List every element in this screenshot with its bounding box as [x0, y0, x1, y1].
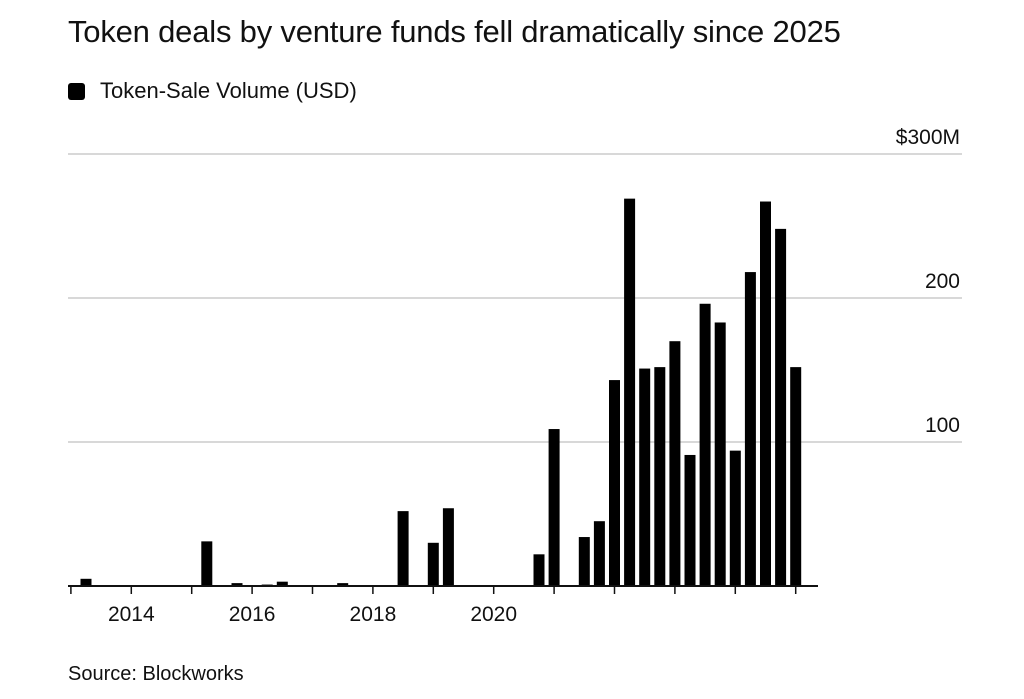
bar: [427, 542, 439, 586]
bar: [714, 322, 726, 586]
bar: [609, 380, 620, 586]
bar: [80, 578, 92, 586]
bar: [654, 367, 666, 586]
bar: [760, 201, 771, 586]
source-note: Source: Blockworks: [68, 663, 244, 685]
legend: Token-Sale Volume (USD): [68, 78, 357, 104]
y-tick-label: $300M: [896, 126, 960, 149]
gridlines: [68, 153, 962, 443]
bar: [533, 554, 545, 586]
y-tick-label: 200: [925, 270, 960, 293]
bar: [548, 429, 560, 586]
bar: [442, 508, 454, 586]
bar: [699, 303, 711, 586]
bar: [775, 228, 787, 586]
bar: [201, 541, 213, 586]
chart-title: Token deals by venture funds fell dramat…: [68, 14, 841, 49]
bar: [593, 521, 605, 586]
bar: [669, 341, 681, 586]
bars: [80, 198, 802, 586]
bar: [684, 454, 696, 586]
y-axis-labels: 100 200 $300M: [896, 126, 960, 437]
bar: [231, 583, 243, 586]
bar: [639, 368, 651, 586]
x-tick-label: 2018: [350, 603, 397, 626]
y-tick-label: 100: [925, 414, 960, 437]
bar: [744, 272, 756, 586]
x-tick-label: 2020: [470, 603, 517, 626]
x-tick-label: 2014: [108, 603, 155, 626]
legend-label: Token-Sale Volume (USD): [100, 78, 357, 103]
x-tick-label: 2016: [229, 603, 276, 626]
bar: [337, 583, 349, 586]
bar: [397, 511, 409, 586]
x-axis: 2014 2016 2018 2020: [68, 585, 818, 626]
bar: [729, 450, 741, 586]
legend-swatch: [68, 82, 85, 100]
bar: [578, 537, 590, 586]
bar: [276, 581, 288, 586]
bar: [624, 198, 636, 586]
bar: [790, 367, 802, 586]
